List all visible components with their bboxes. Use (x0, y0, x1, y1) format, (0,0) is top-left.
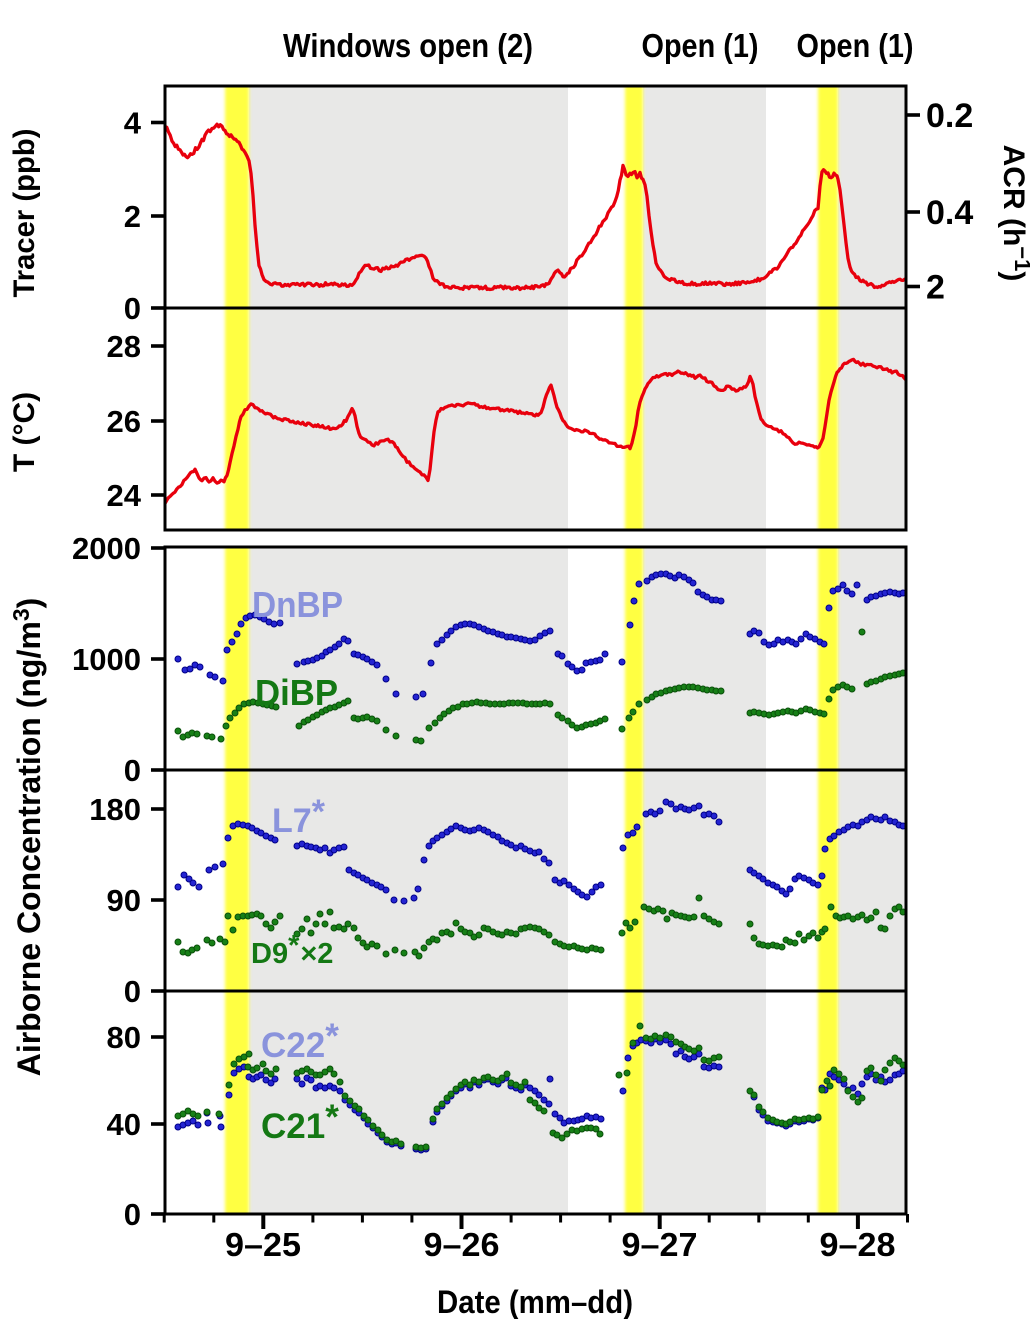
svg-text:DnBP: DnBP (252, 584, 343, 625)
svg-text:0: 0 (124, 1197, 141, 1232)
svg-text:0: 0 (124, 974, 141, 1009)
svg-text:0: 0 (124, 291, 141, 326)
svg-text:26: 26 (107, 404, 141, 439)
svg-text:0.2: 0.2 (926, 97, 973, 135)
svg-text:9–26: 9–26 (424, 1226, 500, 1263)
svg-text:2: 2 (926, 269, 945, 307)
svg-text:1000: 1000 (72, 642, 141, 677)
svg-text:180: 180 (89, 792, 141, 827)
svg-text:28: 28 (107, 329, 141, 364)
svg-text:Date (mm–dd): Date (mm–dd) (437, 1284, 633, 1319)
svg-text:DiBP: DiBP (255, 672, 338, 713)
svg-text:9–25: 9–25 (225, 1226, 301, 1263)
svg-text:80: 80 (107, 1020, 141, 1055)
svg-text:2: 2 (124, 199, 141, 234)
svg-text:9–28: 9–28 (820, 1226, 896, 1263)
svg-text:2000: 2000 (72, 531, 141, 566)
svg-text:40: 40 (107, 1107, 141, 1142)
svg-text:90: 90 (107, 883, 141, 918)
svg-text:4: 4 (124, 106, 142, 141)
svg-text:9–27: 9–27 (622, 1226, 698, 1263)
svg-text:T (°C): T (°C) (8, 392, 41, 472)
svg-text:Airborne Concentration (ng/m3): Airborne Concentration (ng/m3) (8, 598, 47, 1077)
svg-text:0: 0 (124, 753, 141, 788)
svg-text:Tracer (ppb): Tracer (ppb) (8, 129, 41, 298)
svg-text:Windows open (2): Windows open (2) (283, 27, 533, 64)
svg-text:0.4: 0.4 (926, 194, 973, 232)
svg-text:24: 24 (107, 478, 142, 513)
svg-text:Open (1): Open (1) (642, 27, 759, 64)
svg-text:Open (1): Open (1) (797, 27, 914, 64)
